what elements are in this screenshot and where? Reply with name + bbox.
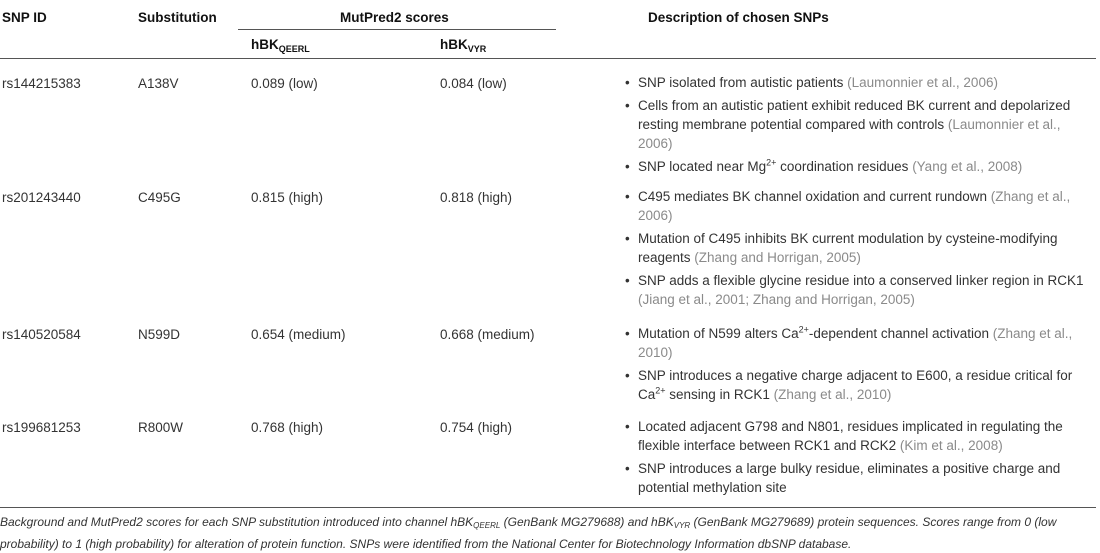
bullet-item: SNP introduces a large bulky residue, el… — [625, 459, 1090, 497]
bullet-list: C495 mediates BK channel oxidation and c… — [620, 187, 1090, 309]
header-hbk-vyr: hBKVYR — [440, 37, 487, 54]
citation-reference: (Laumonnier et al., 2006) — [638, 117, 1061, 151]
text-run: SNP adds a flexible glycine residue into… — [638, 273, 1084, 288]
bullet-item: Mutation of C495 inhibits BK current mod… — [625, 229, 1090, 267]
substitution-cell: R800W — [138, 420, 184, 435]
mutpred-header-rule — [238, 29, 556, 30]
score-qeerl-cell: 0.654 (medium) — [251, 327, 346, 342]
snp-id-cell: rs144215383 — [2, 76, 81, 91]
bullet-list: Mutation of N599 alters Ca2+-dependent c… — [620, 324, 1090, 404]
citation-reference: (Kim et al., 2008) — [899, 438, 1003, 453]
description-cell: Located adjacent G798 and N801, residues… — [620, 417, 1090, 501]
text-run: SNP introduces a large bulky residue, el… — [638, 461, 1061, 495]
description-cell: SNP isolated from autistic patients (Lau… — [620, 73, 1090, 180]
bullet-item: Located adjacent G798 and N801, residues… — [625, 417, 1090, 455]
bullet-list: Located adjacent G798 and N801, residues… — [620, 417, 1090, 497]
bullet-item: Mutation of N599 alters Ca2+-dependent c… — [625, 324, 1090, 362]
citation-reference: (Zhang and Horrigan, 2005) — [694, 250, 861, 265]
text-run: -dependent channel activation — [808, 326, 993, 341]
snp-id-cell: rs201243440 — [2, 190, 81, 205]
bullet-item: C495 mediates BK channel oxidation and c… — [625, 187, 1090, 225]
header-hbk-qeerl: hBKQEERL — [251, 37, 310, 54]
text-run: Cells from an autistic patient exhibit r… — [638, 98, 1071, 132]
header-substitution: Substitution — [138, 10, 217, 25]
bullet-item: SNP introduces a negative charge adjacen… — [625, 366, 1090, 404]
score-vyr-cell: 0.754 (high) — [440, 420, 513, 435]
subscript-label: QEERL — [473, 521, 501, 530]
citation-reference: (Jiang et al., 2001; Zhang and Horrigan,… — [638, 292, 915, 307]
text-run: sensing in RCK1 — [665, 387, 774, 402]
table-caption: Background and MutPred2 scores for each … — [0, 513, 1096, 553]
subscript-label: VYR — [673, 521, 691, 530]
score-vyr-cell: 0.818 (high) — [440, 190, 513, 205]
text-run: (GenBank MG279689) protein sequences. Sc… — [0, 515, 1057, 551]
substitution-cell: A138V — [138, 76, 179, 91]
header-mutpred-scores: MutPred2 scores — [340, 10, 449, 25]
text-run: Background and MutPred2 scores for each … — [0, 515, 474, 529]
bullet-item: SNP adds a flexible glycine residue into… — [625, 271, 1090, 309]
text-run: (GenBank MG279688) and hBK — [500, 515, 674, 529]
text-run: Located adjacent G798 and N801, residues… — [638, 419, 1063, 453]
text-run: coordination residues — [776, 159, 913, 174]
substitution-cell: N599D — [138, 327, 181, 342]
description-cell: C495 mediates BK channel oxidation and c… — [620, 187, 1090, 313]
text-run: SNP isolated from autistic patients — [638, 75, 848, 90]
citation-reference: (Yang et al., 2008) — [912, 159, 1023, 174]
score-qeerl-cell: 0.089 (low) — [251, 76, 318, 91]
substitution-cell: C495G — [138, 190, 181, 205]
description-cell: Mutation of N599 alters Ca2+-dependent c… — [620, 324, 1090, 408]
header-bottom-rule — [0, 58, 1096, 59]
bullet-item: Cells from an autistic patient exhibit r… — [625, 96, 1090, 153]
bullet-item: SNP isolated from autistic patients (Lau… — [625, 73, 1090, 92]
snp-id-cell: rs140520584 — [2, 327, 81, 342]
score-vyr-cell: 0.668 (medium) — [440, 327, 535, 342]
header-snp-id: SNP ID — [2, 10, 47, 25]
text-run: C495 mediates BK channel oxidation and c… — [638, 189, 991, 204]
superscript-charge: 2+ — [798, 324, 809, 335]
text-run: SNP located near Mg — [638, 159, 767, 174]
text-run: Mutation of N599 alters Ca — [638, 326, 799, 341]
score-qeerl-cell: 0.815 (high) — [251, 190, 324, 205]
citation-reference: (Zhang et al., 2010) — [773, 387, 892, 402]
header-description: Description of chosen SNPs — [648, 10, 829, 25]
superscript-charge: 2+ — [655, 385, 666, 396]
snp-id-cell: rs199681253 — [2, 420, 81, 435]
text-run: Mutation of C495 inhibits BK current mod… — [638, 231, 1058, 265]
citation-reference: (Zhang et al., 2010) — [638, 326, 1073, 360]
table-bottom-rule — [0, 507, 1096, 508]
citation-reference: (Laumonnier et al., 2006) — [847, 75, 998, 90]
score-vyr-cell: 0.084 (low) — [440, 76, 507, 91]
superscript-charge: 2+ — [766, 157, 777, 168]
bullet-item: SNP located near Mg2+ coordination resid… — [625, 157, 1090, 176]
score-qeerl-cell: 0.768 (high) — [251, 420, 324, 435]
bullet-list: SNP isolated from autistic patients (Lau… — [620, 73, 1090, 176]
citation-reference: (Zhang et al., 2006) — [638, 189, 1071, 223]
text-run: SNP introduces a negative charge adjacen… — [638, 368, 1073, 402]
